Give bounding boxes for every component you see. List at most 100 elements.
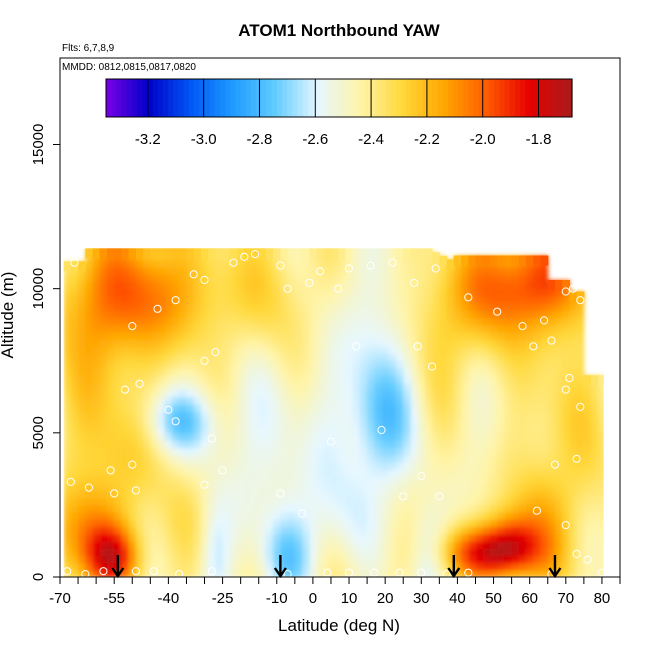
heatmap-cell	[186, 303, 195, 311]
heatmap-cell	[121, 504, 130, 513]
heatmap-cell	[475, 490, 484, 499]
heatmap-cell	[208, 541, 216, 549]
heatmap-cell	[135, 555, 144, 564]
sample-point	[442, 570, 451, 579]
sample-point	[63, 567, 72, 576]
heatmap-cell	[388, 353, 397, 362]
heatmap-cell	[562, 418, 570, 427]
heatmap-cell	[526, 476, 534, 484]
heatmap-cell	[555, 432, 563, 441]
heatmap-cell	[504, 317, 513, 326]
heatmap-cell	[70, 504, 79, 513]
heatmap-cell	[179, 310, 187, 319]
heatmap-cell	[222, 476, 231, 484]
heatmap-cell	[200, 295, 209, 304]
heatmap-cell	[461, 425, 469, 434]
heatmap-cell	[186, 267, 195, 275]
heatmap-cell	[179, 468, 187, 477]
heatmap-cell	[533, 548, 542, 556]
heatmap-cell	[143, 259, 151, 268]
heatmap-cell	[367, 562, 375, 571]
heatmap-cell	[345, 324, 354, 333]
heatmap-cell	[410, 440, 419, 448]
heatmap-cell	[157, 382, 166, 391]
heatmap-cell	[157, 519, 166, 528]
heatmap-edge-cell	[403, 248, 411, 259]
heatmap-cell	[331, 562, 339, 571]
heatmap-cell	[432, 447, 440, 456]
heatmap-cell	[439, 476, 448, 484]
heatmap-cell	[99, 389, 108, 398]
heatmap-cell	[121, 548, 130, 556]
heatmap-cell	[143, 295, 151, 304]
heatmap-cell	[302, 562, 310, 571]
heatmap-cell	[237, 425, 245, 434]
heatmap-cell	[526, 295, 534, 304]
heatmap-cell	[533, 331, 542, 340]
heatmap-cell	[114, 533, 122, 542]
heatmap-cell	[562, 425, 570, 434]
heatmap-cell	[432, 526, 440, 535]
heatmap-cell	[410, 519, 419, 528]
heatmap-cell	[540, 533, 549, 542]
sample-point	[106, 466, 115, 475]
heatmap-cell	[78, 440, 86, 448]
heatmap-cell	[302, 569, 310, 578]
heatmap-cell	[446, 288, 455, 297]
heatmap-cell	[63, 310, 72, 319]
heatmap-cell	[569, 425, 578, 434]
heatmap-cell	[244, 519, 253, 528]
heatmap-edge-cell	[258, 248, 267, 259]
heatmap-cell	[244, 267, 253, 275]
heatmap-cell	[439, 281, 448, 290]
heatmap-cell	[424, 504, 433, 513]
heatmap-cell	[63, 360, 72, 369]
heatmap-cell	[359, 353, 368, 362]
heatmap-cell	[504, 425, 513, 434]
heatmap-cell	[381, 353, 390, 362]
heatmap-cell	[381, 468, 390, 477]
colorbar-segment	[473, 79, 480, 117]
heatmap-cell	[208, 274, 216, 283]
heatmap-cell	[388, 454, 397, 463]
heatmap-cell	[424, 396, 433, 405]
heatmap-cell	[338, 281, 346, 290]
heatmap-cell	[63, 368, 72, 376]
heatmap-cell	[164, 331, 173, 340]
heatmap-cell	[417, 454, 426, 463]
heatmap-cell	[302, 483, 310, 492]
heatmap-cell	[432, 454, 440, 463]
heatmap-cell	[576, 360, 585, 369]
heatmap-cell	[331, 267, 339, 275]
heatmap-cell	[316, 317, 325, 326]
heatmap-cell	[143, 504, 151, 513]
heatmap-cell	[396, 548, 404, 556]
heatmap-cell	[78, 432, 86, 441]
heatmap-cell	[569, 461, 578, 470]
heatmap-cell	[78, 324, 86, 333]
heatmap-cell	[186, 519, 195, 528]
heatmap-cell	[547, 346, 556, 355]
heatmap-cell	[591, 569, 599, 578]
heatmap-cell	[309, 476, 318, 484]
heatmap-cell	[446, 476, 455, 484]
heatmap-cell	[352, 259, 361, 268]
heatmap-cell	[280, 497, 289, 506]
heatmap-cell	[555, 418, 563, 427]
heatmap-cell	[468, 295, 477, 304]
heatmap-cell	[215, 324, 224, 333]
heatmap-cell	[294, 368, 303, 376]
heatmap-cell	[78, 353, 86, 362]
colorbar-segment	[245, 79, 252, 117]
colorbar-segment	[106, 79, 112, 117]
heatmap-cell	[208, 368, 216, 376]
heatmap-cell	[164, 382, 173, 391]
heatmap-cell	[265, 548, 274, 556]
heatmap-cell	[143, 346, 151, 355]
heatmap-cell	[63, 562, 72, 571]
heatmap-cell	[338, 389, 346, 398]
heatmap-cell	[381, 360, 390, 369]
heatmap-cell	[172, 295, 180, 304]
heatmap-cell	[99, 346, 108, 355]
heatmap-cell	[489, 490, 498, 499]
